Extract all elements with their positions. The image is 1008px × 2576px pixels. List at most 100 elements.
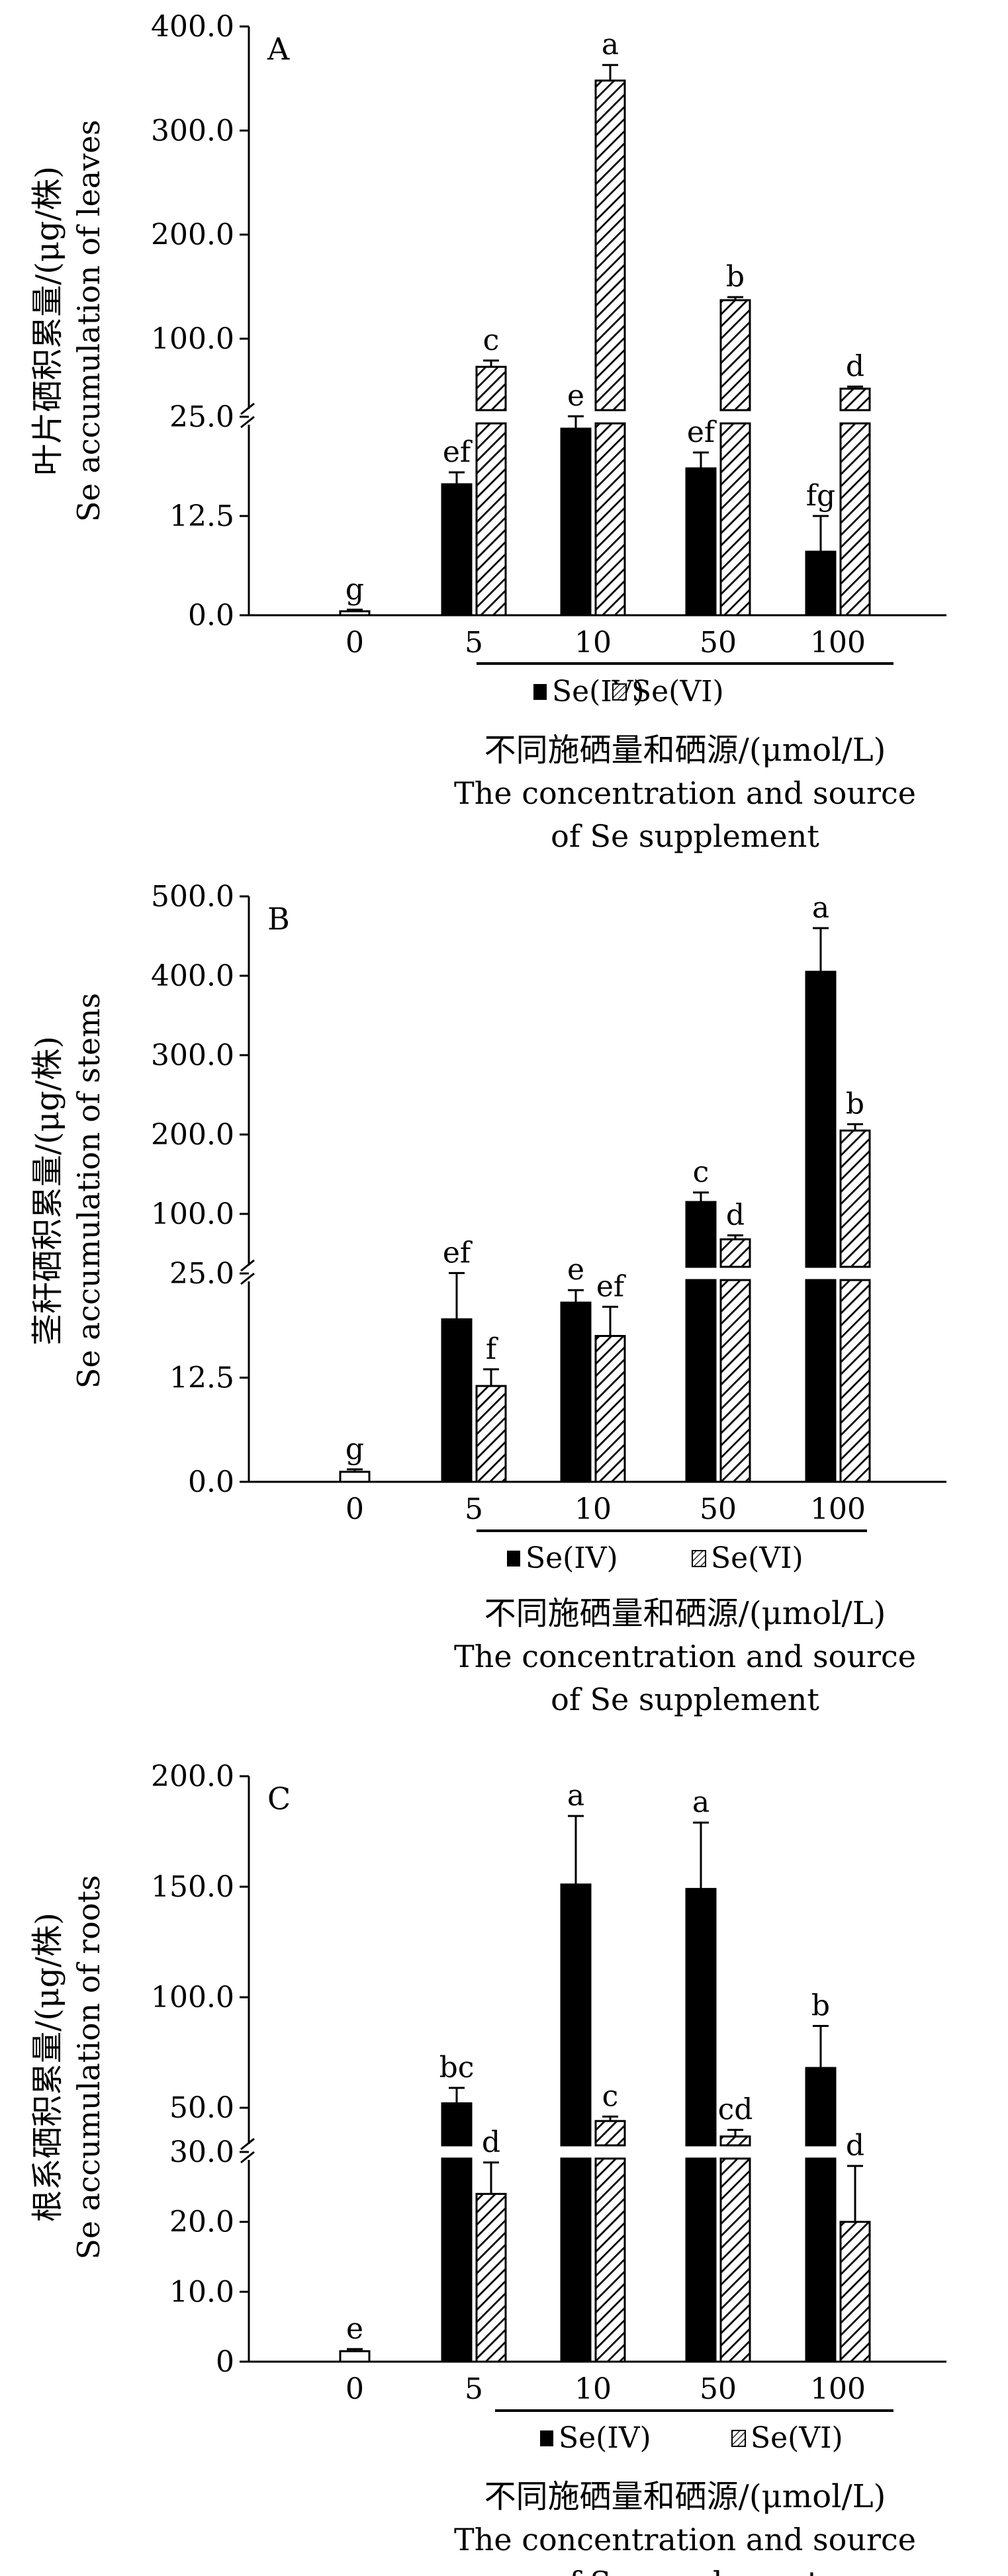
legend-label-se4: Se(IV)	[559, 2421, 651, 2455]
legend-swatch-se4	[507, 1551, 520, 1567]
y-tick-label: 300.0	[151, 114, 234, 148]
x-axis-title-en: The concentration and source	[454, 1639, 916, 1674]
y-axis-title-cn: 茎秆硒积累量/(μg/株)	[29, 1036, 66, 1346]
x-axis-title-en: of Se supplement	[551, 818, 819, 854]
significance-letter: d	[846, 2129, 864, 2163]
se4-bar	[560, 1301, 592, 1483]
significance-letter: ef	[443, 435, 473, 469]
significance-letter: e	[346, 2312, 363, 2346]
se6-bar	[719, 2135, 751, 2147]
y-tick-label: 150.0	[151, 1870, 234, 1904]
se6-bar	[719, 422, 751, 617]
se6-bar	[594, 2120, 626, 2147]
x-tick-label: 100	[810, 2372, 866, 2406]
significance-letter: ef	[443, 1236, 473, 1269]
y-tick-label: 0.0	[188, 1465, 234, 1499]
y-tick-label: 12.5	[169, 1361, 234, 1395]
se6-bar	[719, 299, 751, 411]
y-tick-label: 0	[216, 2345, 234, 2379]
se4-bar	[685, 1279, 717, 1483]
se6-bar	[475, 422, 507, 617]
legend-label-se4: Se(IV)	[552, 675, 645, 708]
y-tick-label: 0.0	[188, 599, 234, 632]
y-tick-label: 10.0	[169, 2275, 234, 2309]
panel-label: B	[267, 901, 290, 937]
x-axis-title-cn: 不同施硒量和硒源/(μmol/L)	[484, 2478, 886, 2515]
significance-letter: c	[483, 323, 500, 357]
legend-swatch-se6	[731, 2430, 746, 2447]
se4-bar	[441, 1318, 473, 1483]
se4-bar	[685, 1201, 717, 1268]
legend-swatch-se4	[540, 2430, 553, 2446]
se4-bar	[805, 550, 837, 617]
significance-letter: cd	[718, 2093, 753, 2127]
axis-break-mark	[240, 402, 255, 429]
se4-bar	[441, 2157, 473, 2363]
y-tick-label: 100.0	[151, 322, 234, 356]
significance-letter: b	[846, 1087, 864, 1121]
se6-bar	[839, 422, 871, 617]
y-tick-label: 200.0	[151, 1760, 234, 1793]
y-axis-title-en: Se accumulation of leaves	[71, 120, 107, 522]
se4-bar	[685, 1887, 717, 2147]
se4-bar	[560, 2157, 592, 2363]
significance-letter: a	[812, 891, 829, 925]
significance-letter: e	[567, 1253, 584, 1287]
control-bar	[339, 1471, 371, 1483]
se6-bar	[839, 388, 871, 411]
se6-bar	[475, 2192, 507, 2363]
x-tick-label: 50	[700, 2372, 737, 2406]
x-axis-title-cn: 不同施硒量和硒源/(μmol/L)	[484, 1595, 886, 1632]
y-tick-label: 12.5	[169, 499, 234, 533]
significance-letter: g	[345, 1432, 364, 1466]
x-tick-label: 50	[700, 626, 737, 660]
se4-bar	[805, 2157, 837, 2363]
x-tick-label: 10	[574, 1492, 612, 1526]
panel-label: C	[267, 1781, 291, 1817]
x-tick-label: 10	[574, 626, 612, 660]
y-axis-title-cn: 根系硒积累量/(μg/株)	[29, 1912, 66, 2222]
significance-letter: c	[602, 2080, 619, 2114]
y-tick-label: 200.0	[151, 218, 234, 252]
se4-bar	[560, 1883, 592, 2147]
x-tick-label: 100	[810, 626, 866, 660]
significance-letter: d	[846, 349, 864, 383]
significance-letter: a	[567, 1779, 584, 1813]
legend-swatch-se6	[692, 1550, 706, 1567]
y-tick-label: 200.0	[151, 1118, 234, 1152]
se6-bar	[594, 1335, 626, 1483]
y-tick-label: 100.0	[151, 1981, 234, 2014]
x-axis-title-cn: 不同施硒量和硒源/(μmol/L)	[484, 732, 886, 769]
se6-bar	[839, 1279, 871, 1483]
y-tick-label: 30.0	[169, 2135, 234, 2169]
x-axis-title-en: The concentration and source	[454, 2522, 916, 2557]
se6-bar	[475, 365, 507, 411]
se4-bar	[685, 2157, 717, 2363]
control-bar	[339, 2350, 371, 2363]
legend-swatch-se4	[533, 684, 547, 700]
se4-bar	[805, 970, 837, 1268]
x-tick-label: 0	[345, 626, 364, 660]
panel-label: A	[267, 31, 290, 67]
y-tick-label: 400.0	[151, 10, 234, 44]
significance-letter: g	[345, 573, 364, 607]
x-tick-label: 5	[465, 626, 483, 660]
x-axis-title-en: The concentration and source	[454, 775, 916, 811]
se4-bar	[560, 427, 592, 617]
axis-break-mark	[240, 1259, 255, 1285]
significance-letter: fg	[806, 479, 835, 513]
significance-letter: c	[693, 1156, 710, 1189]
legend-label-se6: Se(VI)	[711, 1541, 803, 1575]
se6-bar	[719, 2157, 751, 2363]
se6-bar	[594, 422, 626, 617]
x-tick-label: 100	[810, 1492, 866, 1526]
y-axis-title-cn: 叶片硒积累量/(μg/株)	[29, 166, 66, 476]
significance-letter: a	[692, 1785, 710, 1819]
x-tick-label: 50	[700, 1492, 737, 1526]
se4-bar	[441, 2102, 473, 2147]
significance-letter: b	[811, 1989, 830, 2023]
y-tick-label: 400.0	[151, 959, 234, 993]
legend-label-se4: Se(IV)	[526, 1541, 618, 1575]
legend-label-se6: Se(VI)	[751, 2421, 843, 2455]
